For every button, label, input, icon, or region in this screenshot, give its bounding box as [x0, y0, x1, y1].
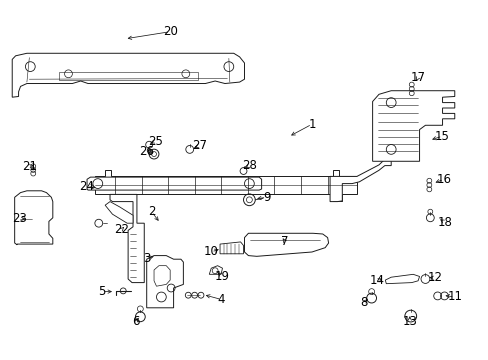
Text: 4: 4: [217, 293, 225, 306]
Text: 8: 8: [360, 296, 367, 309]
Text: 6: 6: [131, 315, 139, 328]
Text: 17: 17: [410, 71, 425, 84]
Text: 26: 26: [139, 145, 154, 158]
Text: 3: 3: [142, 252, 150, 265]
Text: 13: 13: [402, 315, 416, 328]
Text: 21: 21: [22, 160, 37, 173]
Text: 10: 10: [203, 246, 218, 258]
Polygon shape: [87, 177, 261, 190]
Polygon shape: [105, 202, 133, 223]
Text: 28: 28: [242, 159, 256, 172]
Polygon shape: [385, 274, 419, 284]
Polygon shape: [110, 194, 144, 283]
Polygon shape: [12, 53, 244, 97]
Polygon shape: [146, 256, 183, 308]
Polygon shape: [220, 242, 243, 254]
Text: 23: 23: [12, 212, 27, 225]
Text: 18: 18: [437, 216, 451, 229]
Polygon shape: [15, 191, 53, 245]
Polygon shape: [329, 160, 390, 202]
Text: 24: 24: [80, 180, 94, 193]
Polygon shape: [244, 233, 328, 256]
Text: 20: 20: [163, 25, 177, 38]
Polygon shape: [372, 91, 454, 161]
Text: 5: 5: [98, 285, 105, 298]
Polygon shape: [154, 266, 170, 286]
Text: 15: 15: [434, 130, 449, 143]
Text: 11: 11: [447, 291, 461, 303]
Text: 14: 14: [369, 274, 384, 287]
Text: 19: 19: [215, 270, 229, 283]
Text: 16: 16: [436, 173, 450, 186]
Polygon shape: [95, 170, 356, 201]
Text: 2: 2: [147, 205, 155, 218]
Text: 1: 1: [307, 118, 315, 131]
Text: 9: 9: [262, 191, 270, 204]
Text: 12: 12: [427, 271, 442, 284]
Text: 22: 22: [114, 223, 128, 236]
Text: 7: 7: [281, 235, 288, 248]
Text: 27: 27: [192, 139, 206, 152]
Text: 25: 25: [148, 135, 163, 148]
Polygon shape: [209, 266, 222, 274]
